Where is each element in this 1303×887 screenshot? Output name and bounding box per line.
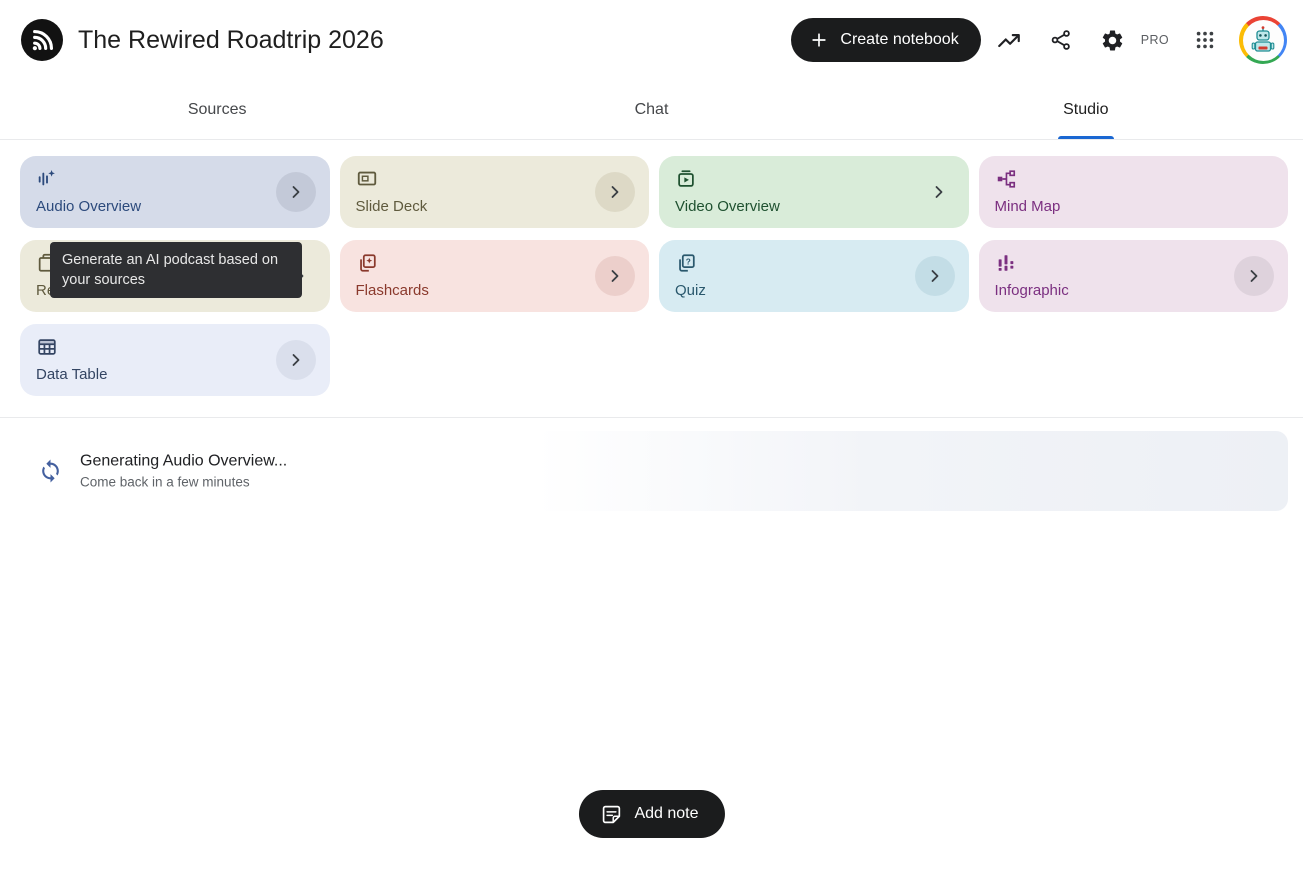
avatar-robot-icon	[1242, 19, 1284, 61]
infographic-bars-icon	[995, 252, 1017, 274]
chevron-right-icon[interactable]	[275, 340, 316, 380]
notebooklm-logo[interactable]	[20, 18, 64, 62]
studio-divider	[0, 417, 1303, 418]
card-label: Audio Overview	[36, 198, 142, 215]
account-avatar[interactable]	[1239, 16, 1287, 64]
main-tabbar: Sources Chat Studio	[0, 80, 1303, 140]
pro-badge: PRO	[1140, 33, 1169, 47]
card-label: Data Table	[36, 366, 108, 383]
loading-shimmer	[535, 431, 1288, 511]
card-data-table[interactable]: Data Table	[20, 324, 330, 396]
create-notebook-label: Create notebook	[840, 31, 959, 48]
card-infographic[interactable]: Infographic	[978, 240, 1288, 312]
generating-title: Generating Audio Overview...	[80, 452, 288, 470]
notebook-title[interactable]: The Rewired Roadtrip 2026	[78, 25, 384, 54]
chevron-right-icon[interactable]	[929, 182, 949, 202]
studio-panel: Audio Overview Slide Deck	[20, 156, 1288, 396]
generating-subtitle: Come back in a few minutes	[80, 474, 250, 490]
analytics-trending-up-icon[interactable]	[985, 16, 1033, 64]
card-label: Mind Map	[994, 198, 1061, 215]
video-box-icon	[675, 168, 697, 190]
card-label: Slide Deck	[355, 198, 428, 215]
active-tab-underline	[1057, 136, 1114, 139]
chevron-right-icon[interactable]	[914, 256, 955, 296]
data-table-icon	[36, 336, 58, 358]
card-quiz[interactable]: ? Quiz	[659, 240, 969, 312]
tab-chat[interactable]: Chat	[634, 100, 669, 118]
svg-text:?: ?	[686, 257, 691, 266]
mind-map-icon	[995, 168, 1017, 190]
chevron-right-icon[interactable]	[595, 172, 635, 212]
chevron-right-icon[interactable]	[1234, 256, 1274, 296]
card-label: Infographic	[994, 282, 1069, 299]
audio-waveform-sparkle-icon	[36, 168, 58, 190]
card-audio-overview[interactable]: Audio Overview	[20, 156, 330, 228]
card-video-overview[interactable]: Video Overview	[659, 156, 969, 228]
create-notebook-button[interactable]: Create notebook	[791, 18, 981, 62]
note-icon	[600, 804, 621, 825]
studio-cards-grid: Audio Overview Slide Deck	[20, 156, 1288, 396]
add-note-label: Add note	[634, 805, 699, 822]
tab-sources[interactable]: Sources	[187, 100, 247, 118]
share-icon[interactable]	[1037, 16, 1085, 64]
chevron-right-icon[interactable]	[595, 256, 635, 296]
audio-overview-tooltip: Generate an AI podcast based on your sou…	[50, 242, 302, 298]
generating-audio-row: Generating Audio Overview... Come back i…	[20, 431, 1288, 511]
add-note-button[interactable]: Add note	[578, 790, 725, 838]
plus-icon	[809, 30, 829, 50]
quiz-cards-icon: ?	[675, 252, 697, 274]
card-label: Video Overview	[675, 198, 780, 215]
flashcards-star-icon	[356, 252, 378, 274]
tab-studio[interactable]: Studio	[869, 80, 1303, 139]
sync-spinner-icon	[38, 459, 63, 484]
slide-deck-icon	[356, 168, 378, 190]
settings-gear-icon[interactable]	[1089, 16, 1137, 64]
chevron-right-icon[interactable]	[275, 172, 316, 212]
google-apps-grid-icon[interactable]	[1181, 16, 1229, 64]
app-header: The Rewired Roadtrip 2026 Create noteboo…	[0, 0, 1303, 80]
card-label: Quiz	[675, 282, 706, 299]
card-mind-map[interactable]: Mind Map	[978, 156, 1288, 228]
card-flashcards[interactable]: Flashcards	[339, 240, 649, 312]
card-slide-deck[interactable]: Slide Deck	[339, 156, 649, 228]
card-label: Flashcards	[355, 282, 429, 299]
